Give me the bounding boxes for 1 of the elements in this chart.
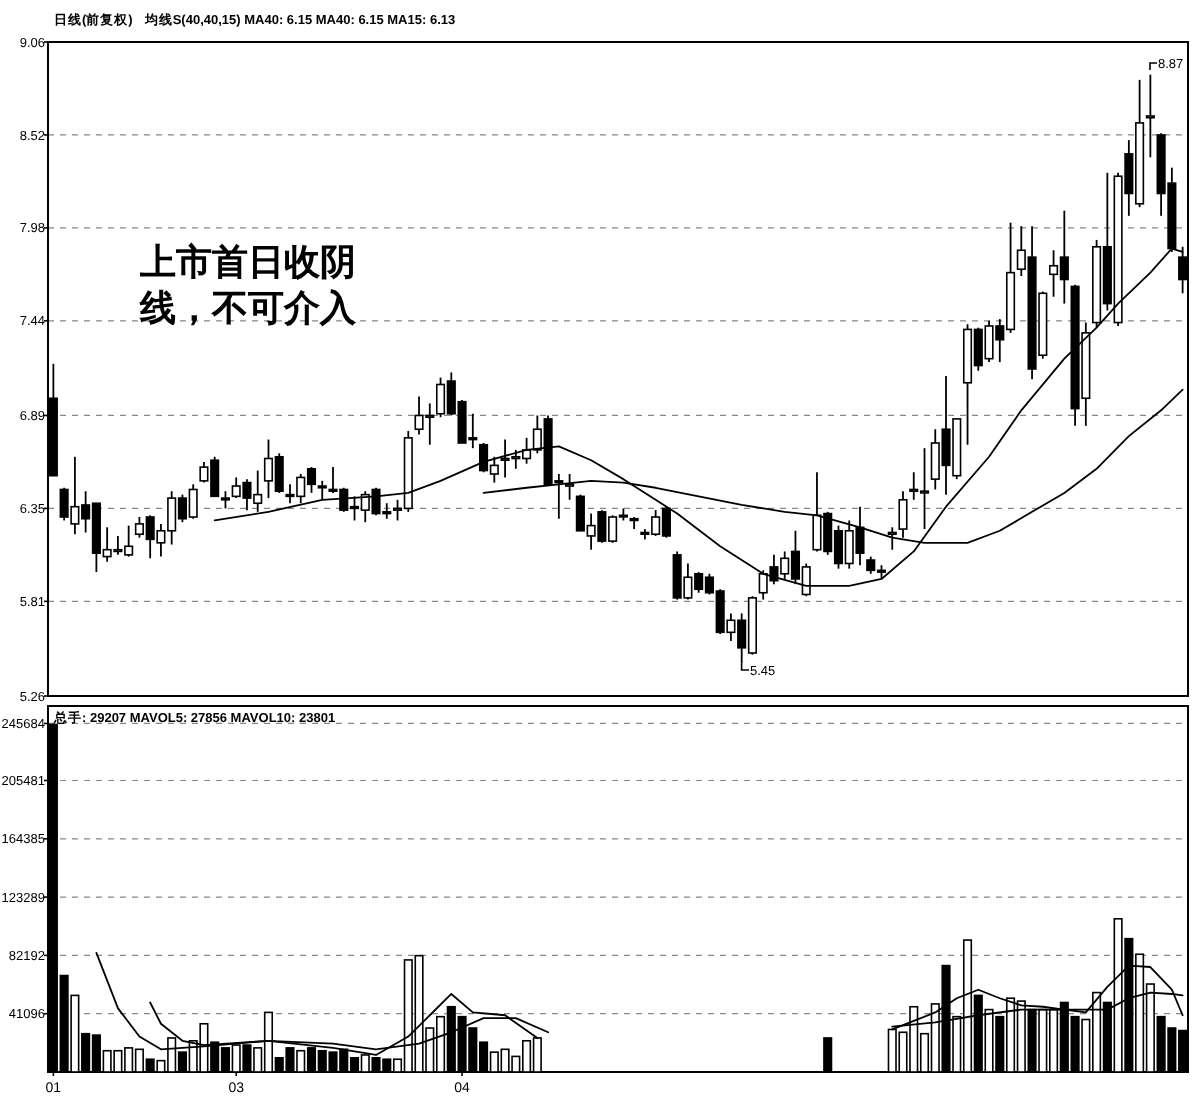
annotation: 上市首日收阴线，不可介入	[138, 242, 358, 328]
